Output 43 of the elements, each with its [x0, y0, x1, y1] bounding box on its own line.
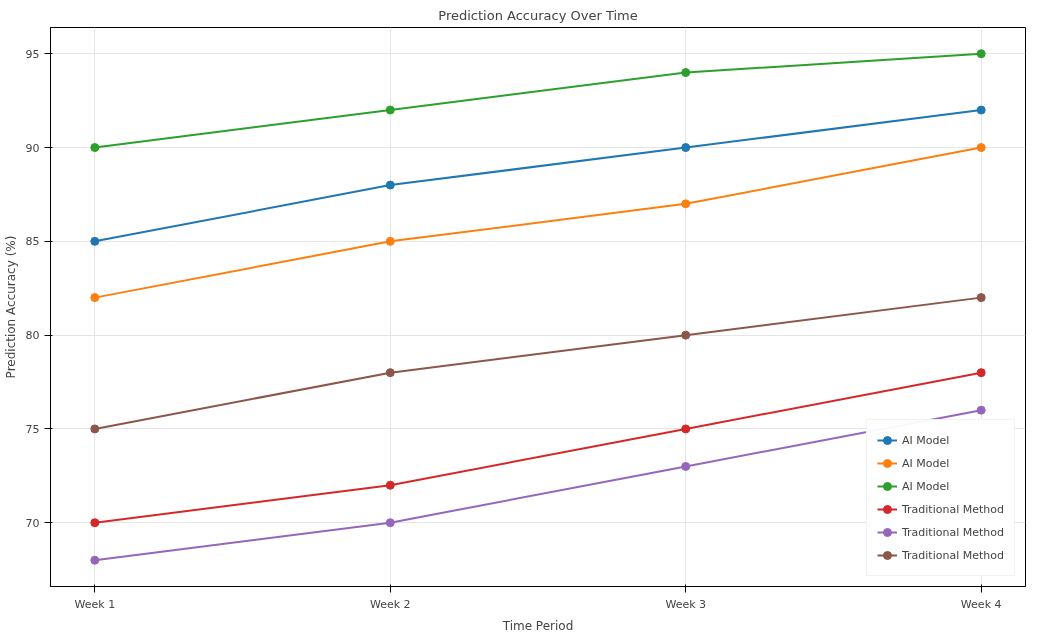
chart-title: Prediction Accuracy Over Time [438, 7, 638, 23]
x-axis-title: Time Period [501, 618, 574, 633]
point [90, 555, 100, 565]
legend-label: Traditional Method [901, 502, 1004, 516]
y-axis-title: Prediction Accuracy (%) [3, 235, 18, 379]
point [681, 199, 691, 209]
point [681, 330, 691, 340]
point [385, 105, 395, 115]
point [681, 143, 691, 153]
point [976, 405, 986, 415]
y-tick-label: 75 [25, 422, 40, 436]
point [90, 424, 100, 434]
y-tick-label: 85 [25, 235, 40, 249]
legend-label: Traditional Method [901, 548, 1004, 562]
point [385, 480, 395, 490]
point [385, 518, 395, 528]
y-tick-label: 70 [25, 516, 40, 530]
point [976, 293, 986, 303]
point [681, 424, 691, 434]
point [90, 236, 100, 246]
x-tick-label: Week 1 [74, 597, 116, 611]
y-tick-label: 80 [25, 329, 40, 343]
x-tick-label: Week 2 [369, 597, 411, 611]
y-tick-label: 95 [25, 47, 40, 61]
legend-label: AI Model [901, 433, 950, 447]
legend-label: Traditional Method [901, 525, 1004, 539]
point [90, 293, 100, 303]
point [976, 143, 986, 153]
point [385, 236, 395, 246]
point [90, 143, 100, 153]
point [976, 49, 986, 59]
point [976, 105, 986, 115]
legend-label: AI Model [901, 456, 950, 470]
point [90, 518, 100, 528]
point [681, 461, 691, 471]
point [385, 180, 395, 190]
y-tick-label: 90 [25, 141, 40, 155]
legend-label: AI Model [901, 479, 950, 493]
x-tick-label: Week 4 [960, 597, 1002, 611]
x-tick-label: Week 3 [665, 597, 707, 611]
point [385, 368, 395, 378]
point [681, 68, 691, 78]
point [976, 368, 986, 378]
